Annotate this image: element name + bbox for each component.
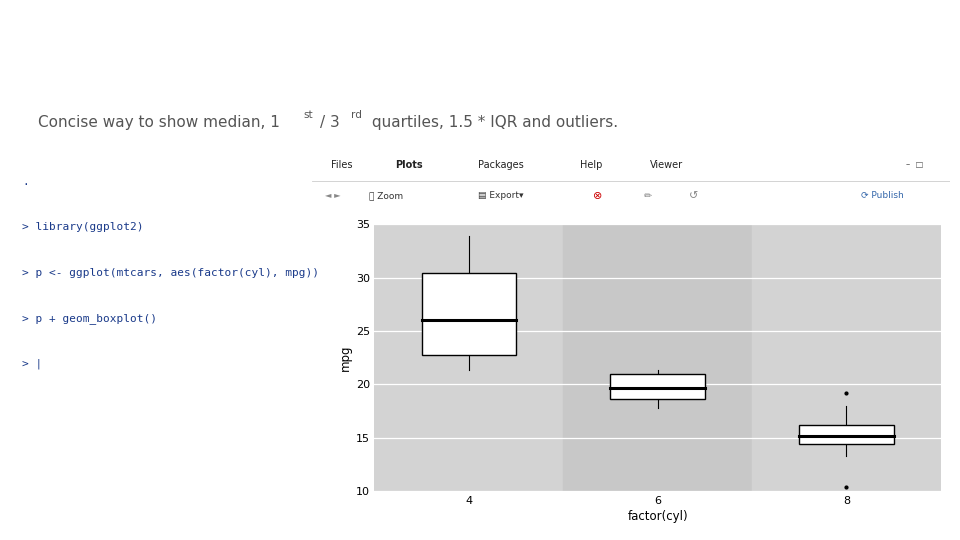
Text: 🔍 Zoom: 🔍 Zoom xyxy=(370,191,403,200)
Y-axis label: mpg: mpg xyxy=(339,345,352,371)
Text: / 3: / 3 xyxy=(320,116,340,130)
Text: Concise way to show median, 1: Concise way to show median, 1 xyxy=(38,116,280,130)
Text: ↺: ↺ xyxy=(688,191,698,201)
Text: –  □: – □ xyxy=(905,160,924,170)
Text: Help: Help xyxy=(580,160,603,170)
Bar xyxy=(374,224,564,491)
Text: ggplot2 and the Boxplot: ggplot2 and the Boxplot xyxy=(38,35,507,72)
Bar xyxy=(421,273,516,355)
Text: > library(ggplot2): > library(ggplot2) xyxy=(22,222,144,233)
Text: st: st xyxy=(303,110,313,120)
X-axis label: factor(cyl): factor(cyl) xyxy=(627,510,688,523)
Text: ⟳ Publish: ⟳ Publish xyxy=(861,191,903,200)
Text: quartiles, 1.5 * IQR and outliers.: quartiles, 1.5 * IQR and outliers. xyxy=(367,116,618,130)
Text: > |: > | xyxy=(22,359,42,369)
Text: > p <- ggplot(mtcars, aes(factor(cyl), mpg)): > p <- ggplot(mtcars, aes(factor(cyl), m… xyxy=(22,268,319,278)
Text: ⊗: ⊗ xyxy=(593,191,602,201)
Text: ◄ ►: ◄ ► xyxy=(324,191,341,200)
Bar xyxy=(752,224,941,491)
Bar xyxy=(799,424,894,444)
Text: Viewer: Viewer xyxy=(650,160,684,170)
Text: Files: Files xyxy=(331,160,352,170)
Text: ✏: ✏ xyxy=(644,191,652,201)
Text: ▤ Export▾: ▤ Export▾ xyxy=(478,191,523,200)
Text: Packages: Packages xyxy=(478,160,524,170)
Text: Plots: Plots xyxy=(395,160,422,170)
Text: > p + geom_boxplot(): > p + geom_boxplot() xyxy=(22,313,157,324)
Bar xyxy=(564,224,752,491)
Bar xyxy=(611,374,705,399)
Text: rd: rd xyxy=(351,110,362,120)
Text: .: . xyxy=(22,177,29,187)
